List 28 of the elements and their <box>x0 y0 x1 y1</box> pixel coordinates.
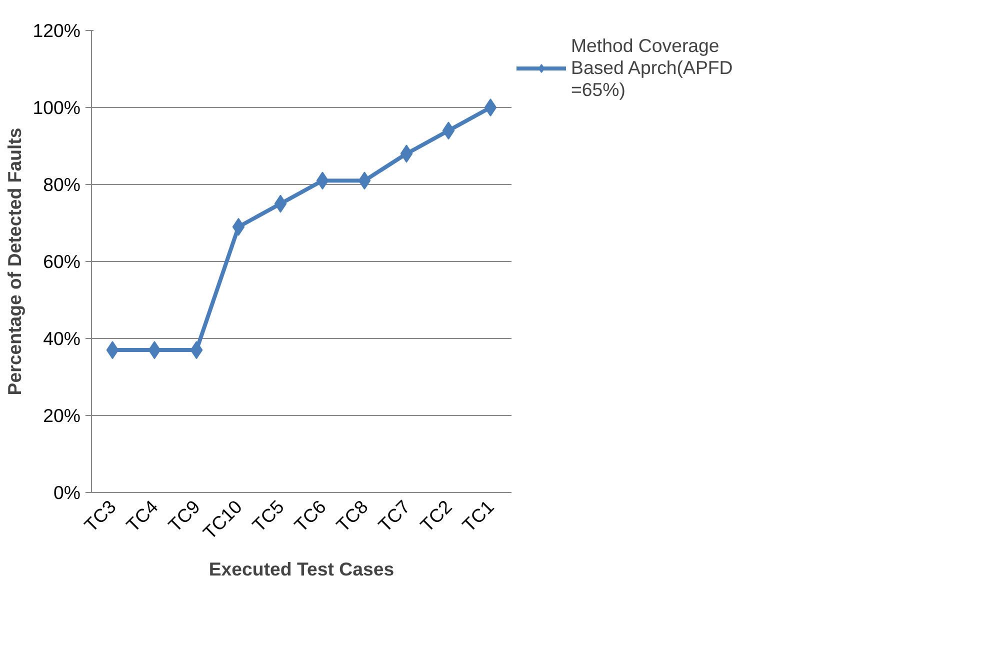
point <box>358 172 371 190</box>
point <box>274 194 287 213</box>
x-tick-label: TC3 <box>80 496 120 536</box>
y-tick-label: 0% <box>54 482 81 503</box>
y-tick-label: 80% <box>43 174 81 195</box>
y-axis-title: Percentage of Detected Faults <box>4 128 25 396</box>
x-tick-label: TC1 <box>458 496 498 536</box>
x-axis-title: Executed Test Cases <box>208 558 394 580</box>
point <box>148 341 161 360</box>
x-tick-label: TC7 <box>374 496 414 536</box>
y-tick-label: 100% <box>32 97 81 118</box>
x-tick-label: TC2 <box>416 496 456 536</box>
point <box>484 98 497 116</box>
point <box>106 341 119 360</box>
y-tick-label: 40% <box>43 328 81 349</box>
point <box>190 341 203 360</box>
point <box>442 122 455 140</box>
point <box>316 172 329 190</box>
point <box>232 218 245 236</box>
x-tick-label: TC8 <box>332 496 372 536</box>
x-tick-label: TC4 <box>122 496 162 536</box>
x-tick-label: TC6 <box>290 496 330 536</box>
point <box>400 144 413 163</box>
y-tick-label: 20% <box>43 405 81 426</box>
x-tick-label: TC5 <box>248 496 288 536</box>
y-tick-label: 60% <box>43 251 81 272</box>
y-tick-label: 120% <box>32 20 81 41</box>
legend-label: Method Coverage Based Aprch(APFD =65%) <box>571 35 733 101</box>
